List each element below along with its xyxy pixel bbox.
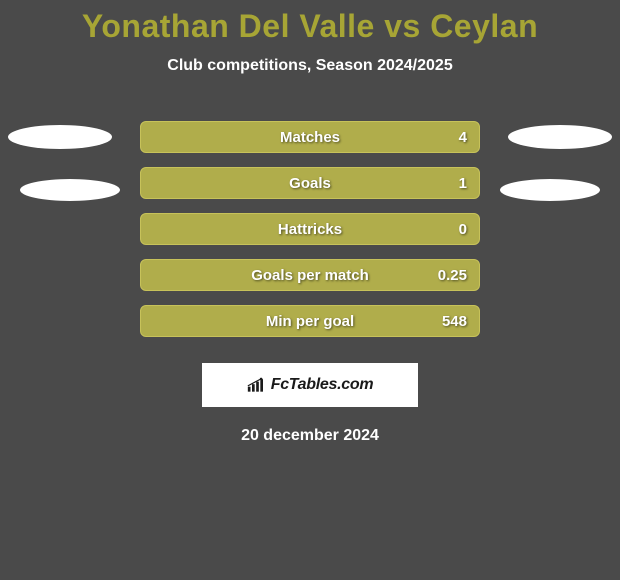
decorative-ellipse [508,125,612,149]
stat-row: Goals per match 0.25 [140,259,480,291]
stat-label: Matches [280,129,340,146]
decorative-ellipse [500,179,600,201]
page-title: Yonathan Del Valle vs Ceylan [0,0,620,45]
stat-value: 4 [459,129,467,146]
stat-label: Hattricks [278,221,342,238]
footer-date: 20 december 2024 [0,427,620,445]
decorative-ellipse [8,125,112,149]
stat-value: 0 [459,221,467,238]
stat-row: Hattricks 0 [140,213,480,245]
decorative-ellipse [20,179,120,201]
stat-row: Goals 1 [140,167,480,199]
stat-row: Matches 4 [140,121,480,153]
stat-label: Min per goal [266,313,354,330]
stat-value: 1 [459,175,467,192]
stat-label: Goals per match [251,267,369,284]
stat-value: 548 [442,313,467,330]
stat-row: Min per goal 548 [140,305,480,337]
stat-value: 0.25 [438,267,467,284]
page-subtitle: Club competitions, Season 2024/2025 [0,57,620,75]
bars-chart-icon [247,377,267,393]
stat-label: Goals [289,175,331,192]
stats-container: Matches 4 Goals 1 Hattricks 0 Goals per match 0… [0,121,620,337]
branding-text: FcTables.com [271,376,374,394]
branding-box: FcTables.com [202,363,418,407]
